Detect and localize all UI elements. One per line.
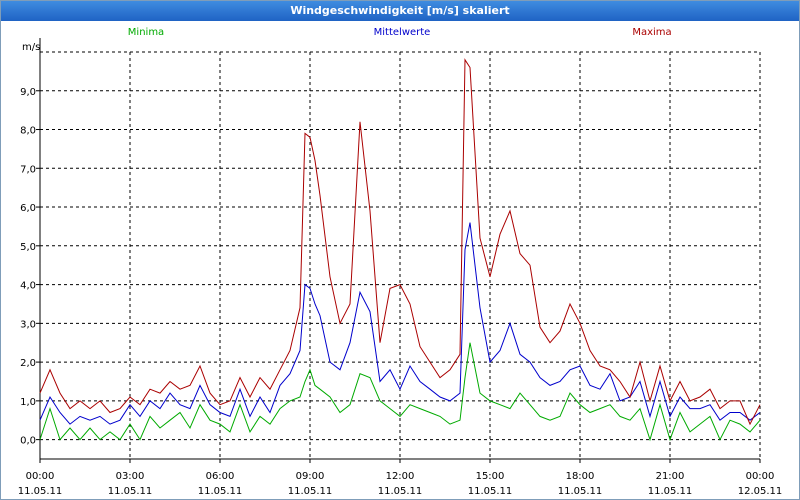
y-tick-label: 7,0 — [20, 164, 36, 175]
y-tick-label: 1,0 — [20, 397, 36, 408]
x-tick-date-label: 11.05.11 — [468, 486, 513, 497]
x-tick-time-label: 00:00 — [26, 471, 55, 482]
x-tick-time-label: 15:00 — [476, 471, 505, 482]
legend-entry-maxima: Maxima — [632, 27, 671, 38]
y-tick-label: 2,0 — [20, 358, 36, 369]
x-tick-date-label: 11.05.11 — [558, 486, 603, 497]
x-tick-date-label: 11.05.11 — [198, 486, 243, 497]
y-tick-label: 8,0 — [20, 126, 36, 137]
series-line-maxima — [39, 58, 761, 426]
y-tick-label: 3,0 — [20, 319, 36, 330]
y-tick-label: 0,0 — [20, 436, 36, 447]
x-tick-date-label: 11.05.11 — [378, 486, 423, 497]
legend-entry-mittelwerte: Mittelwerte — [374, 27, 431, 38]
x-tick-date-label: 11.05.11 — [288, 486, 333, 497]
x-tick-time-label: 06:00 — [206, 471, 235, 482]
x-tick-time-label: 03:00 — [116, 471, 145, 482]
y-tick-label: 4,0 — [20, 281, 36, 292]
y-tick-label: 9,0 — [20, 87, 36, 98]
x-tick-time-label: 09:00 — [296, 471, 325, 482]
x-tick-date-label: 11.05.11 — [18, 486, 63, 497]
y-tick-labels: 0,0 1,0 2,0 3,0 4,0 5,0 6,0 7,0 8,0 9,0 — [20, 87, 36, 447]
x-tick-date-label: 11.05.11 — [108, 486, 153, 497]
legend-entry-minima: Minima — [128, 27, 164, 38]
series-line-minima — [39, 342, 761, 442]
x-tick-date-label: 11.05.11 — [648, 486, 693, 497]
data-series — [39, 58, 761, 442]
x-tick-time-label: 18:00 — [566, 471, 595, 482]
x-tick-labels: 00:00 11.05.11 03:00 11.05.11 06:00 11.05.11 0… — [18, 471, 783, 497]
y-tick-label: 5,0 — [20, 242, 36, 253]
axes — [36, 38, 761, 463]
x-tick-time-label: 21:00 — [656, 471, 685, 482]
chart-title: Windgeschwindigkeit [m/s] skaliert — [1, 1, 799, 21]
x-tick-time-label: 00:00 — [746, 471, 775, 482]
x-tick-time-label: 12:00 — [386, 471, 415, 482]
y-axis-label: m/s — [22, 42, 40, 53]
y-tick-label: 6,0 — [20, 203, 36, 214]
x-tick-date-label: 12.05.11 — [738, 486, 783, 497]
series-line-mittelwerte — [39, 222, 761, 425]
legend: Minima Mittelwerte Maxima — [128, 27, 672, 38]
grid-lines — [40, 51, 761, 459]
